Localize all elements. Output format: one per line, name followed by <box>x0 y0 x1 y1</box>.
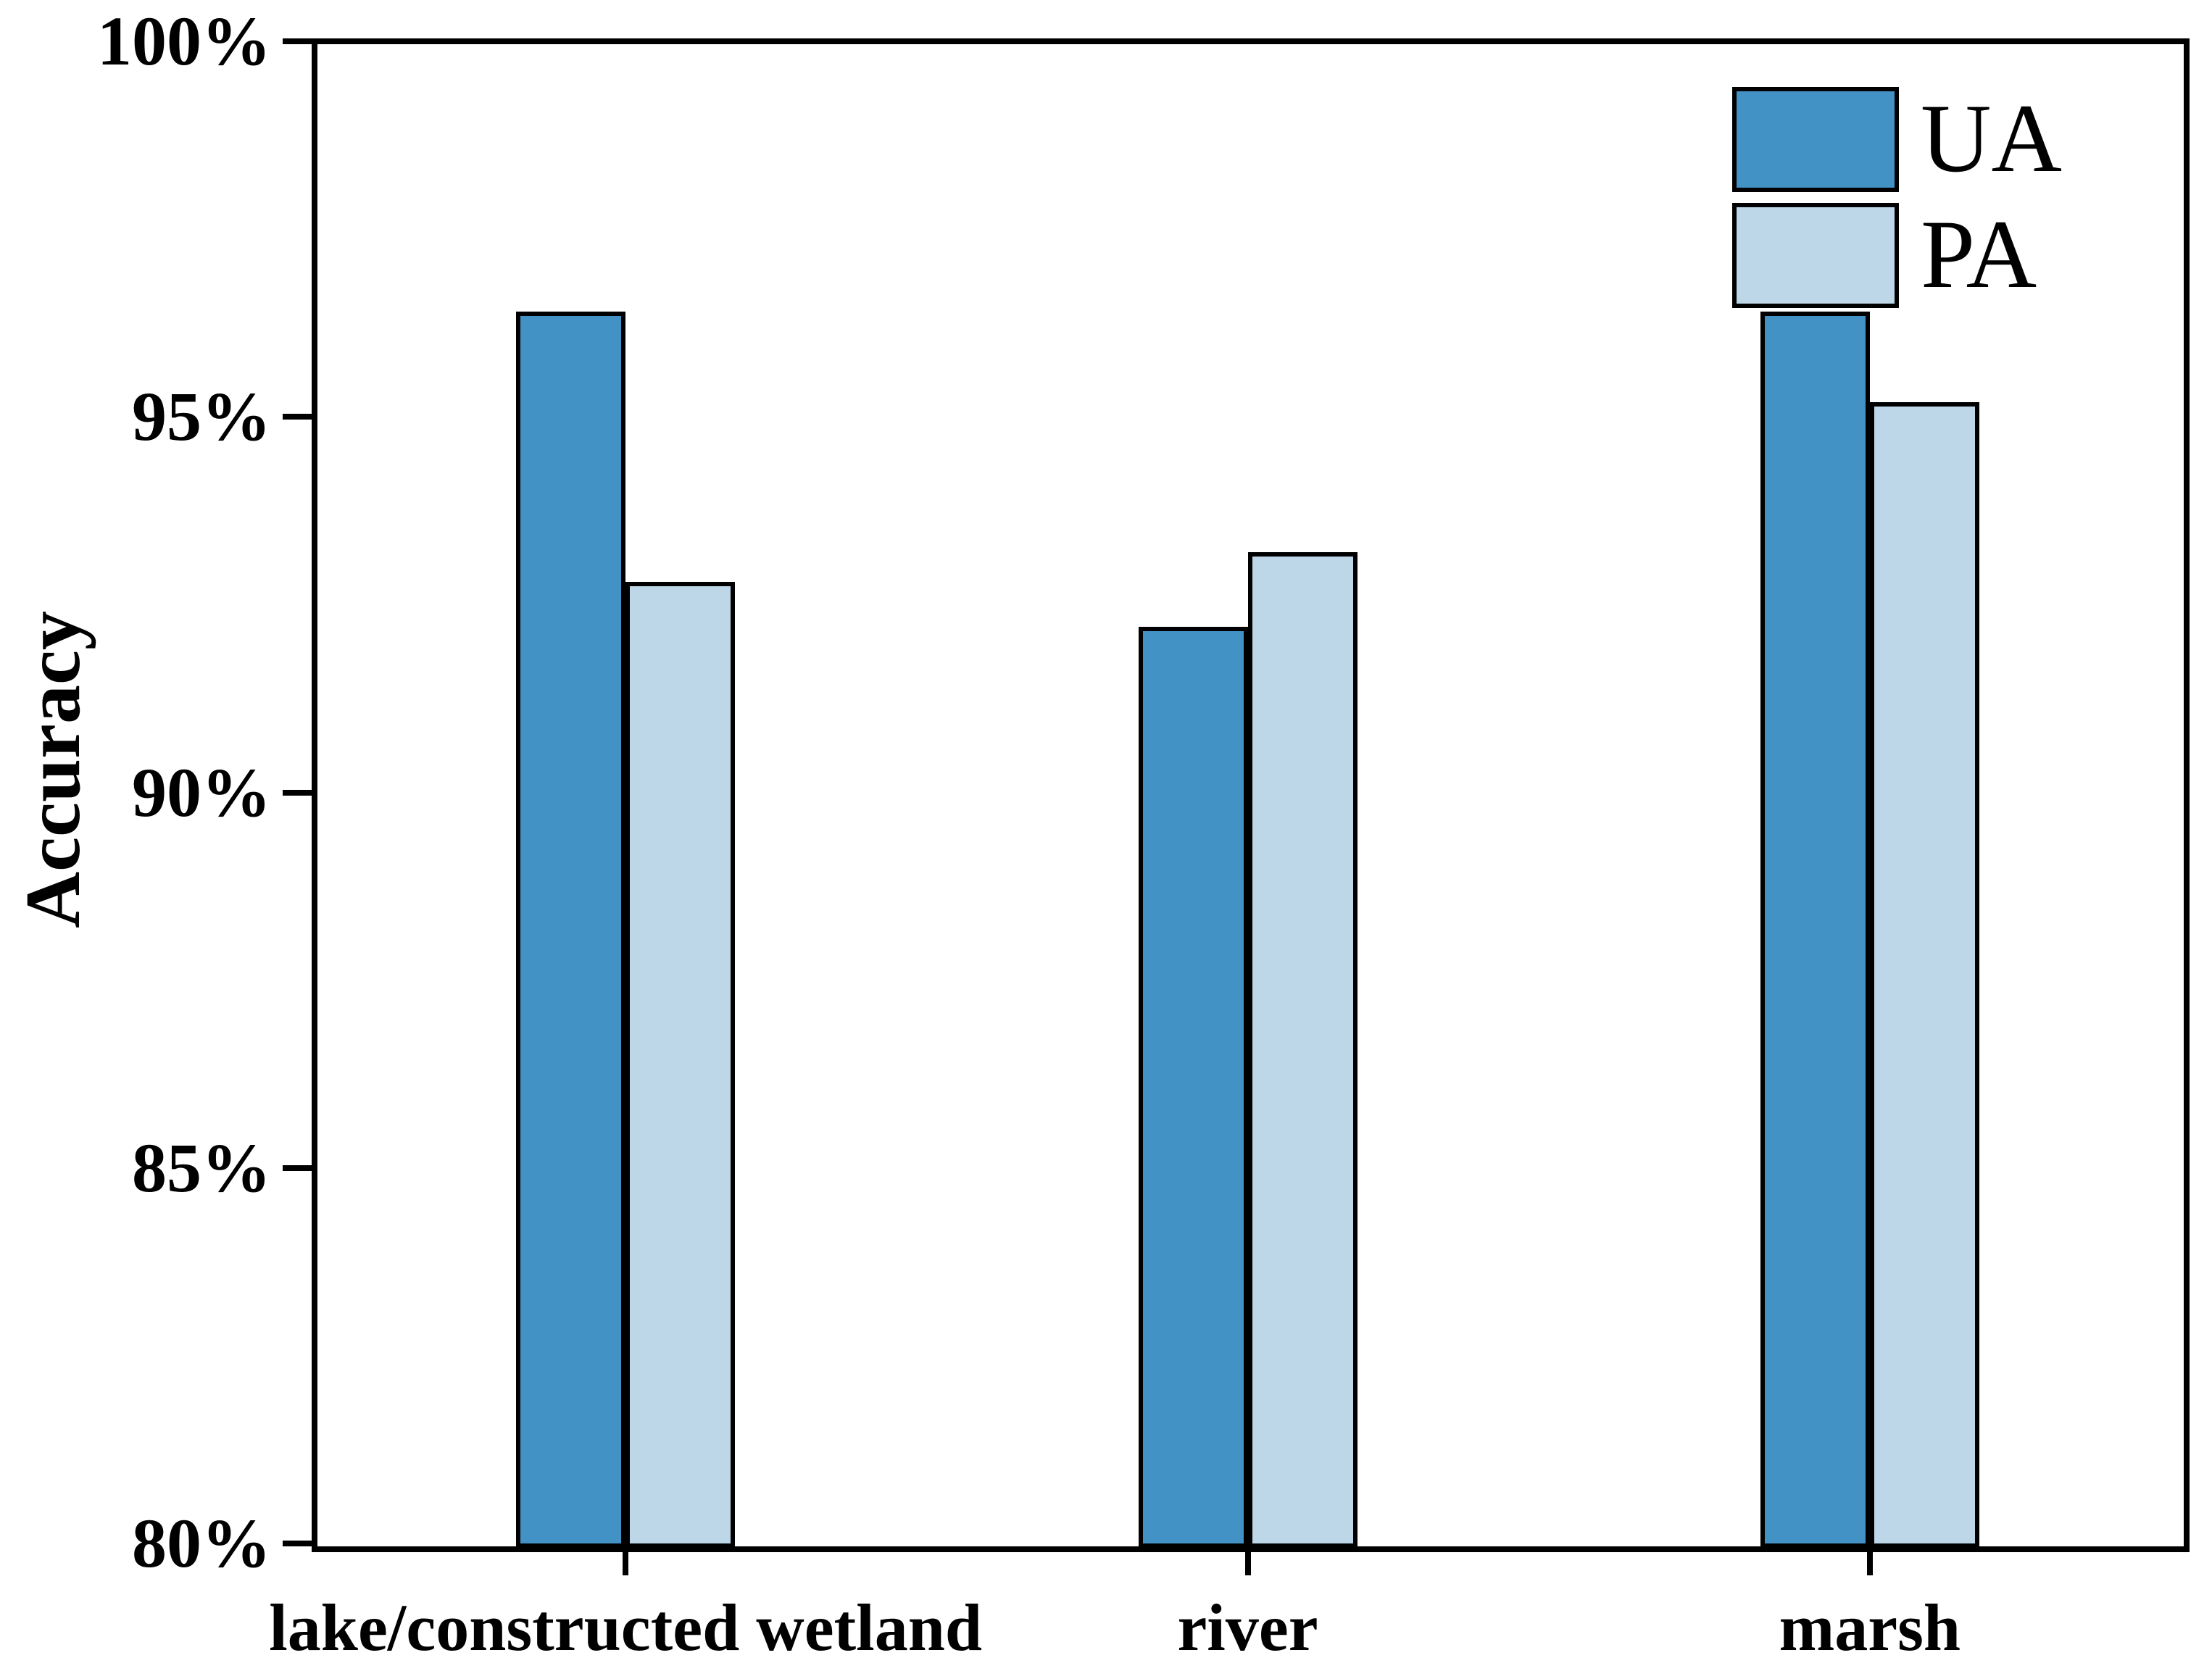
legend-label-pa: PA <box>1921 201 2037 309</box>
bar-ua-1 <box>516 312 626 1548</box>
x-tick-mark <box>623 1546 629 1575</box>
plot-area <box>312 38 2190 1552</box>
y-tick-label: 100% <box>97 2 271 80</box>
bar-pa-2 <box>1247 551 1357 1548</box>
y-tick-mark <box>283 38 312 44</box>
bar-pa-3 <box>1869 401 1979 1548</box>
legend-swatch-pa <box>1732 203 1899 308</box>
y-tick-label: 90% <box>132 753 271 831</box>
y-tick-label: 80% <box>132 1504 271 1582</box>
legend-label-ua: UA <box>1921 85 2062 193</box>
y-tick-mark <box>283 1164 312 1171</box>
x-tick-mark <box>1866 1546 1873 1575</box>
x-category-label: marsh <box>1779 1591 1961 1664</box>
y-tick-mark <box>283 414 312 420</box>
bar-ua-3 <box>1760 312 1870 1548</box>
legend-swatch-ua <box>1732 87 1899 192</box>
y-tick-label: 85% <box>132 1128 271 1207</box>
bar-pa-1 <box>625 582 736 1548</box>
y-tick-label: 95% <box>132 378 271 456</box>
x-category-label: river <box>1177 1591 1318 1664</box>
x-category-label: lake/constructed wetland <box>269 1591 983 1664</box>
y-tick-mark <box>283 789 312 796</box>
bar-ua-2 <box>1138 627 1248 1548</box>
x-tick-mark <box>1244 1546 1251 1575</box>
y-tick-mark <box>283 1541 312 1546</box>
